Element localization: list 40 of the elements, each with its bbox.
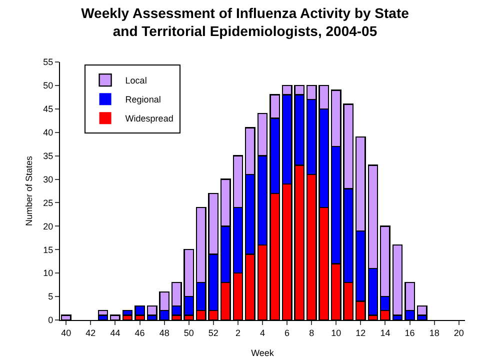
legend-label: Regional [125,94,161,105]
x-tick-label: 20 [454,328,464,338]
bar [392,244,403,316]
x-tick-label: 10 [331,328,342,338]
bar [98,310,108,316]
x-tick-label: 48 [159,328,170,338]
y-tick-label: 35 [43,150,54,161]
y-tick-label: 50 [43,80,54,91]
x-tick-label: 52 [208,328,218,338]
x-tick-label: 50 [184,328,194,338]
x-tick-label: 8 [309,328,314,338]
x-tick-label: 46 [134,328,145,338]
x-axis-title: Week [251,348,274,358]
x-tick-label: 42 [86,328,96,338]
x-tick-label: 12 [356,328,366,338]
y-tick-label: 5 [48,292,54,302]
bar [416,305,428,316]
x-tick-label: 14 [380,328,390,338]
x-tick-label: 44 [110,328,120,338]
y-tick-label: 40 [43,128,54,138]
bar [122,310,133,316]
x-tick-label: 40 [61,328,72,338]
x-tick-label: 18 [429,328,440,338]
y-tick-label: 25 [43,198,54,208]
bar [134,305,145,316]
x-tick-label: 2 [235,328,240,338]
y-tick-label: 45 [43,104,54,114]
chart-title: Weekly Assessment of Influenza Activity by State and Territorial Epidemiologists, 2004-05 [81,4,410,40]
x-tick-label: 4 [260,328,266,338]
legend-label: Widespread [125,114,174,124]
x-tick-label: 16 [404,328,415,338]
legend-label: Local [125,76,147,86]
y-tick-label: 55 [43,57,54,68]
y-axis-title: Number of States [24,155,34,226]
y-tick-label: 15 [43,244,54,255]
y-tick-label: 30 [43,174,54,184]
y-tick-label: 0 [48,315,54,326]
y-tick-label: 10 [43,268,54,278]
y-tick-label: 20 [43,221,54,232]
x-tick-label: 6 [284,328,290,338]
